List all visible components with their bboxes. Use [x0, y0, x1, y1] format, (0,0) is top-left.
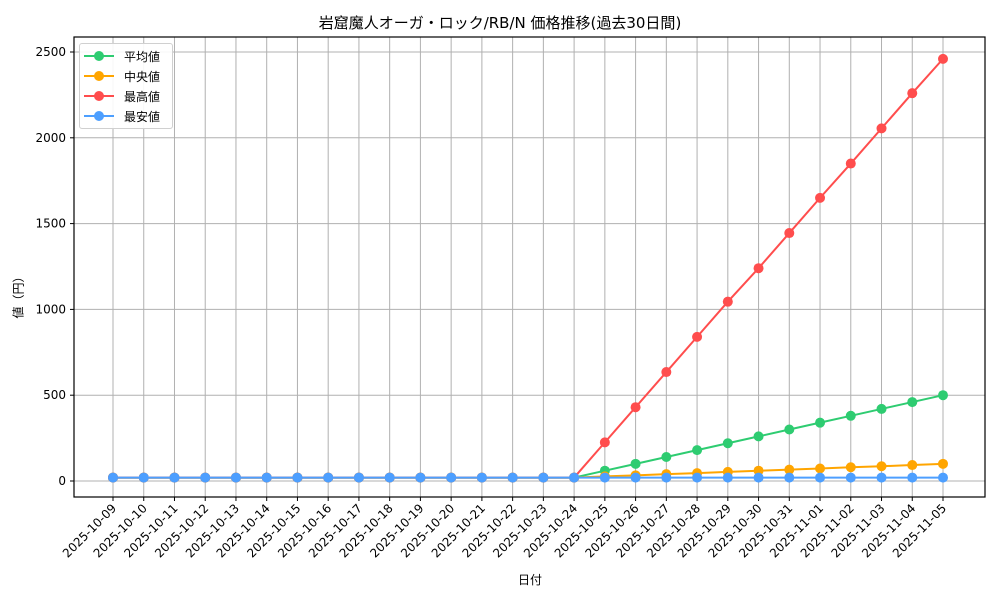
chart-title: 岩窟魔人オーガ・ロック/RB/N 価格推移(過去30日間) — [318, 14, 682, 32]
data-point — [815, 472, 826, 483]
data-point — [169, 472, 180, 483]
y-tick-label: 500 — [43, 388, 66, 402]
x-axis-label: 日付 — [517, 573, 542, 587]
data-point — [938, 53, 948, 64]
data-point — [938, 458, 948, 469]
data-point — [845, 472, 856, 483]
data-point — [753, 465, 764, 476]
data-point — [661, 451, 672, 462]
data-point — [722, 438, 733, 449]
data-point — [876, 461, 887, 472]
y-tick-label: 0 — [58, 474, 66, 488]
y-tick-label: 1500 — [35, 217, 66, 231]
y-axis-label: 値（円） — [11, 270, 26, 319]
data-point — [599, 472, 610, 483]
data-point — [753, 263, 764, 274]
data-point — [353, 472, 364, 483]
data-point — [384, 472, 395, 483]
legend-item: 最安値 — [80, 106, 172, 126]
data-point — [815, 463, 826, 474]
legend-marker-icon — [84, 50, 114, 62]
data-point — [753, 472, 764, 483]
data-point — [415, 472, 426, 483]
series-line — [108, 472, 948, 483]
data-point — [784, 228, 795, 239]
data-point — [630, 458, 641, 469]
legend-marker-icon — [84, 70, 114, 82]
data-point — [599, 437, 610, 448]
data-point — [692, 445, 703, 456]
data-point — [845, 410, 856, 421]
data-point — [907, 472, 918, 483]
data-point — [876, 123, 887, 134]
data-point — [661, 367, 672, 378]
legend-marker-icon — [84, 110, 114, 122]
data-point — [907, 88, 918, 99]
y-tick-label: 2500 — [35, 45, 66, 59]
data-point — [630, 472, 641, 483]
data-point — [784, 424, 795, 435]
y-tick-label: 2000 — [35, 131, 66, 145]
data-point — [661, 472, 672, 483]
legend-item: 最高値 — [80, 86, 172, 106]
plot-frame — [73, 36, 986, 498]
legend-label: 中央値 — [124, 69, 161, 84]
data-point — [815, 417, 826, 428]
legend-item: 平均値 — [80, 46, 172, 66]
data-point — [876, 403, 887, 414]
data-point — [200, 472, 211, 483]
data-point — [938, 472, 948, 483]
data-point — [630, 402, 641, 413]
legend-item: 中央値 — [80, 66, 172, 86]
data-point — [815, 192, 826, 203]
data-point — [476, 472, 487, 483]
y-tick-label: 1000 — [35, 302, 66, 316]
legend-label: 最安値 — [124, 109, 161, 124]
data-point — [784, 472, 795, 483]
data-point — [907, 397, 918, 408]
data-point — [292, 472, 303, 483]
legend-label: 最高値 — [124, 89, 161, 104]
legend-marker-icon — [84, 90, 114, 102]
data-point — [907, 460, 918, 471]
legend: 平均値中央値最高値最安値 — [79, 43, 173, 129]
data-point — [230, 472, 241, 483]
data-point — [845, 462, 856, 473]
data-point — [323, 472, 334, 483]
data-point — [692, 331, 703, 342]
data-point — [108, 472, 118, 483]
data-point — [784, 464, 795, 475]
data-point — [692, 472, 703, 483]
data-point — [507, 472, 518, 483]
data-point — [722, 296, 733, 307]
data-point — [722, 472, 733, 483]
data-point — [138, 472, 149, 483]
data-point — [538, 472, 549, 483]
data-point — [446, 472, 457, 483]
data-point — [261, 472, 272, 483]
data-point — [753, 431, 764, 442]
grid — [74, 37, 985, 497]
data-point — [938, 390, 948, 401]
data-point — [845, 158, 856, 169]
data-point — [569, 472, 580, 483]
legend-label: 平均値 — [124, 49, 161, 64]
data-point — [876, 472, 887, 483]
